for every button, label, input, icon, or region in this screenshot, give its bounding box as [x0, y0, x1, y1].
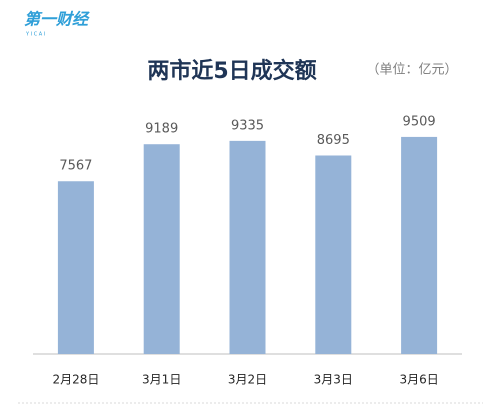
bar — [57, 181, 94, 354]
bar — [229, 140, 266, 354]
data-label: 9189 — [145, 122, 178, 137]
logo: 第一财经 — [24, 10, 90, 29]
x-tick-label: 3月2日 — [228, 373, 267, 387]
x-tick-label: 2月28日 — [52, 373, 99, 387]
data-label: 8695 — [317, 133, 350, 148]
bar — [401, 136, 438, 354]
logo-tagline: Y I C A I — [25, 32, 45, 38]
chart-title: 两市近5日成交额 — [147, 58, 316, 84]
unit-label: （单位：亿元） — [366, 63, 457, 78]
bar — [315, 155, 352, 354]
bar — [143, 144, 180, 354]
x-tick-label: 3月3日 — [314, 373, 353, 387]
data-label: 9335 — [231, 118, 264, 133]
data-label: 7567 — [59, 159, 92, 174]
x-tick-label: 3月6日 — [399, 373, 438, 387]
data-label: 9509 — [403, 114, 436, 129]
x-tick-label: 3月1日 — [142, 373, 181, 387]
